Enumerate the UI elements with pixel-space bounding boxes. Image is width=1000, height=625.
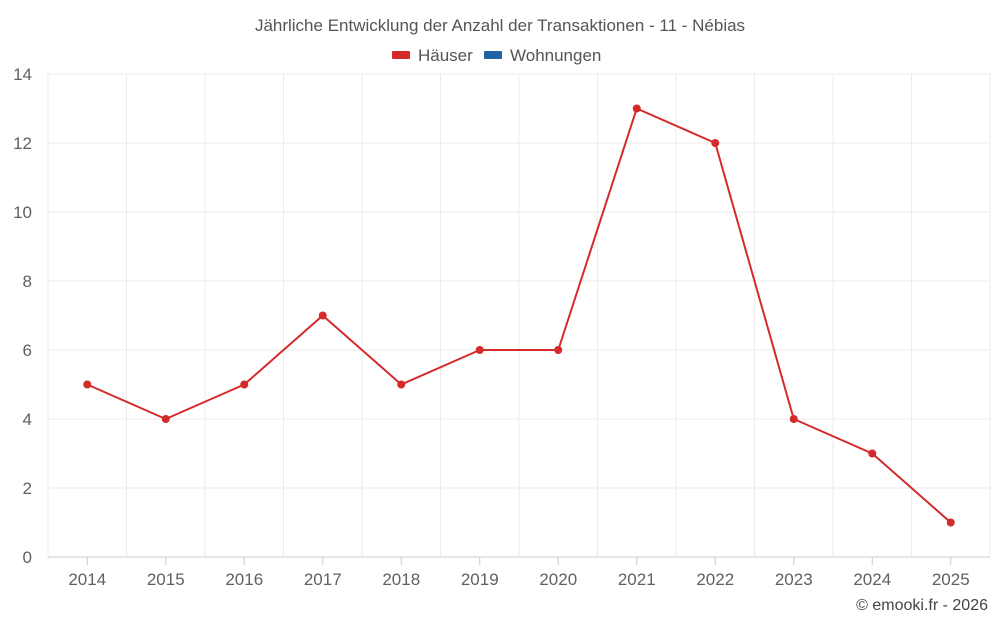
legend: Häuser Wohnungen [392, 46, 601, 65]
x-tick-label: 2020 [539, 570, 577, 589]
y-tick-label: 14 [13, 65, 32, 84]
y-tick-label: 10 [13, 203, 32, 222]
x-tick-label: 2016 [225, 570, 263, 589]
x-axis: 2014 2015 2016 2017 2018 2019 2020 2021 2022 2023… [48, 556, 990, 589]
y-tick-label: 8 [23, 272, 32, 291]
y-tick-label: 4 [23, 410, 32, 429]
data-point[interactable] [397, 380, 406, 389]
data-point[interactable] [83, 380, 92, 389]
data-point[interactable] [240, 380, 249, 389]
data-point[interactable] [711, 139, 720, 147]
gridlines [47, 73, 991, 558]
chart-title: Jährliche Entwicklung der Anzahl der Tra… [255, 16, 745, 35]
series-layer [83, 104, 955, 527]
y-tick-label: 12 [13, 134, 32, 153]
legend-swatch-wohnungen [484, 51, 502, 59]
y-tick-label: 2 [23, 479, 32, 498]
x-tick-label: 2022 [696, 570, 734, 589]
x-tick-label: 2024 [853, 570, 891, 589]
y-tick-label: 6 [23, 341, 32, 360]
x-tick-label: 2018 [382, 570, 420, 589]
data-point[interactable] [318, 311, 327, 320]
data-point[interactable] [946, 518, 955, 527]
x-tick-label: 2025 [932, 570, 970, 589]
legend-item-wohnungen[interactable]: Wohnungen [484, 46, 601, 65]
legend-swatch-haeuser [392, 51, 410, 59]
x-tick-label: 2014 [68, 570, 106, 589]
x-tick-label: 2015 [147, 570, 185, 589]
x-tick-label: 2019 [461, 570, 499, 589]
data-point[interactable] [789, 415, 798, 423]
data-point[interactable] [868, 449, 877, 458]
y-axis: 0 2 4 6 8 10 12 14 [13, 65, 32, 567]
data-point[interactable] [554, 346, 563, 354]
copyright-text: © emooki.fr - 2026 [856, 597, 988, 614]
x-tick-label: 2017 [304, 570, 342, 589]
legend-label-wohnungen: Wohnungen [510, 46, 601, 65]
data-point[interactable] [475, 346, 484, 354]
y-tick-label: 0 [23, 548, 32, 567]
x-tick-label: 2021 [618, 570, 656, 589]
legend-label-haeuser: Häuser [418, 46, 473, 65]
x-tick-label: 2023 [775, 570, 813, 589]
data-point[interactable] [632, 104, 641, 113]
legend-item-haeuser[interactable]: Häuser [392, 46, 473, 65]
series-line-0 [86, 107, 952, 524]
data-point[interactable] [161, 415, 170, 423]
